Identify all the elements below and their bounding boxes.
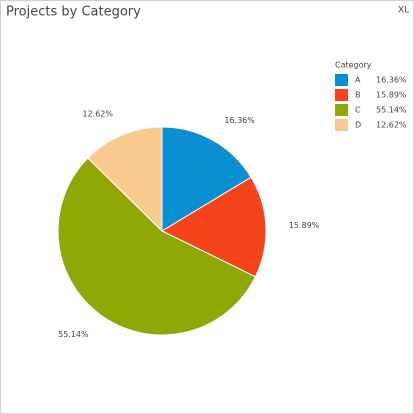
badge[interactable]: XL: [398, 6, 409, 16]
legend-value: 16.36%: [376, 76, 407, 85]
pie-slice: [161, 126, 252, 232]
legend-value: 12.62%: [376, 121, 407, 130]
data-label: 16.36%: [224, 116, 255, 125]
legend-swatch: [335, 119, 348, 131]
legend-title: Category: [335, 61, 372, 70]
data-label: 12.62%: [82, 109, 113, 118]
legend-label: C: [355, 106, 361, 115]
legend-label: A: [355, 76, 361, 85]
legend-value: 15.89%: [376, 91, 407, 100]
pie-slice: [87, 126, 163, 233]
legend-label: B: [355, 91, 361, 100]
legend-swatch: [335, 74, 348, 86]
legend-swatch: [335, 89, 348, 101]
pie-slice: [160, 176, 267, 278]
data-label: 55.14%: [58, 330, 89, 339]
chart-title: Projects by Category: [6, 5, 141, 20]
legend-value: 55.14%: [376, 106, 407, 115]
pie-slice: [57, 157, 257, 336]
data-label: 15.89%: [289, 221, 320, 230]
legend-label: D: [355, 121, 361, 130]
legend-swatch: [335, 104, 348, 116]
